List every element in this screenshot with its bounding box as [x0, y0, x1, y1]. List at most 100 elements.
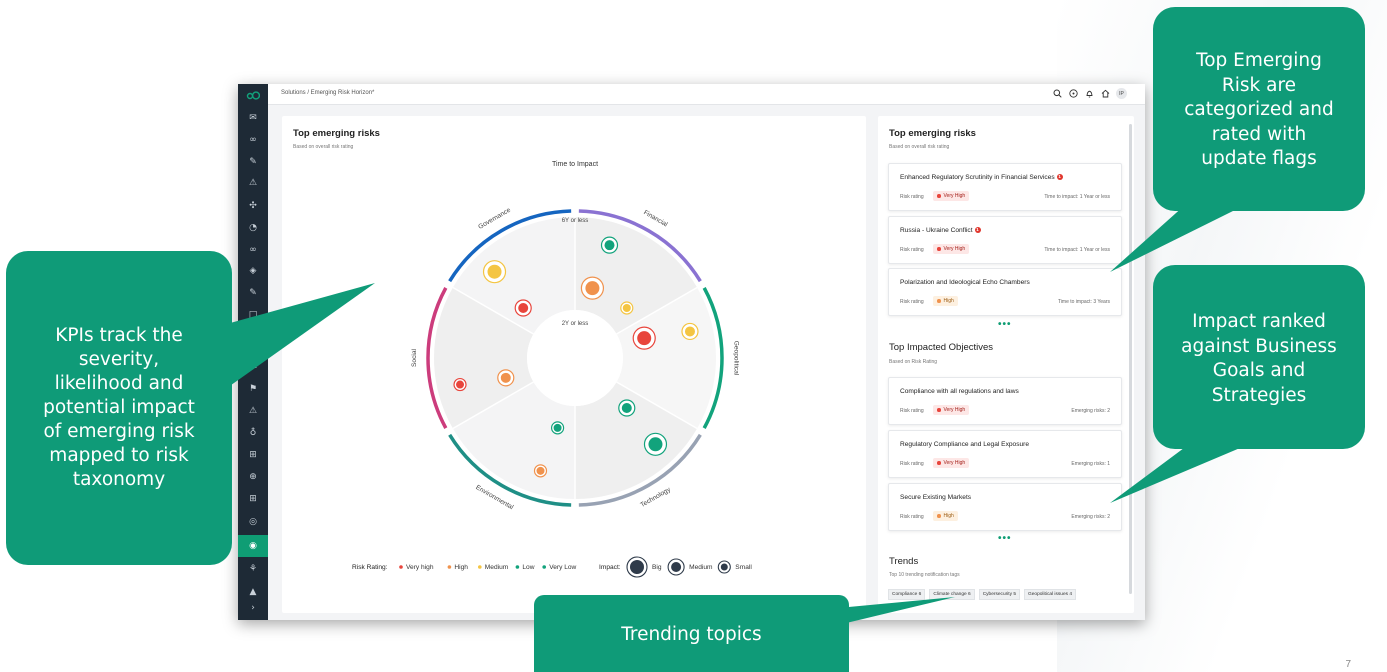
bell-icon[interactable]	[1084, 88, 1095, 99]
search-icon[interactable]	[1052, 88, 1063, 99]
legend-rating-label: Risk Rating:	[352, 564, 388, 571]
nav-item-grid-icon[interactable]: ⊞	[238, 488, 268, 510]
nav-item-doc-icon[interactable]: □	[238, 304, 268, 326]
risk-bubble[interactable]	[681, 322, 699, 341]
radar-segment-label-social: Social	[411, 348, 418, 366]
radar-sector-divider	[452, 381, 534, 430]
home-icon[interactable]	[1100, 88, 1111, 99]
legend-impact-medium: Medium	[689, 564, 713, 571]
risk-rating-value: Very High	[943, 407, 966, 413]
radar-arc-social	[426, 287, 448, 429]
doc-icon: □	[248, 310, 258, 320]
nav-item-triangle-icon[interactable]: ▲	[238, 581, 268, 603]
objective-card-title-text: Secure Existing Markets	[900, 494, 972, 501]
risk-bubble[interactable]	[533, 464, 548, 478]
top-risk-card[interactable]: Polarization and Ideological Echo Chambe…	[888, 268, 1122, 316]
legend-impact-big: Big	[652, 564, 662, 571]
radar-sector-divider	[616, 381, 698, 430]
callout-line: rated with	[1211, 123, 1307, 145]
users-icon: ⚘	[248, 564, 258, 574]
risk-bubble[interactable]	[482, 260, 507, 284]
risk-rating-label: Risk rating	[900, 299, 924, 305]
top-risk-card-title: Polarization and Ideological Echo Chambe…	[900, 279, 1030, 286]
top-risk-card[interactable]: Russia - Ukraine Conflict 1 Risk rating Ver…	[888, 216, 1122, 264]
risk-bubble[interactable]	[580, 276, 605, 300]
nav-item-flag-icon[interactable]: ⚑	[238, 378, 268, 400]
impact-callout: Impact ranked against Business Goals and St…	[1153, 265, 1365, 449]
triangle-icon: ▲	[249, 587, 257, 597]
risk-bubble[interactable]	[632, 326, 656, 350]
legend-rating-medium: Medium	[485, 564, 509, 571]
objective-card-title: Secure Existing Markets	[900, 494, 971, 501]
nav-item-people-icon[interactable]: ♁	[238, 422, 268, 444]
trend-tag[interactable]: Compliance 6	[888, 589, 926, 600]
radar-icon: ◉	[249, 541, 257, 551]
risk-bubble[interactable]	[514, 299, 532, 317]
radar-sector-divider	[616, 286, 698, 335]
trend-tag[interactable]: Cybersecurity 5	[978, 589, 1021, 600]
nav-item-target-icon[interactable]: ◎	[238, 511, 268, 533]
mail-icon: ✉	[249, 113, 257, 123]
nav-item-users-icon[interactable]: ⚘	[238, 558, 268, 580]
diamond-icon: ◈	[249, 266, 257, 276]
objective-card[interactable]: Regulatory Compliance and Legal Exposure…	[888, 430, 1122, 478]
top-risk-card[interactable]: Enhanced Regulatory Scrutinity in Financ…	[888, 163, 1122, 211]
objective-card-meta: Emerging risks: 1	[1071, 461, 1110, 467]
insights-scrollbar[interactable]	[1129, 124, 1132, 594]
app-logo[interactable]	[238, 84, 268, 106]
time-to-impact-label: Time to Impact	[552, 161, 598, 168]
nav-item-mail-icon[interactable]: ✉	[238, 107, 268, 129]
trend-tag[interactable]: Geopolitical issues 4	[1024, 589, 1077, 600]
rating-dot-icon	[937, 194, 941, 198]
nav-item-alert-icon[interactable]: ⚠	[238, 355, 268, 377]
risk-rating-badge: Very High	[933, 244, 970, 254]
objective-card-title-text: Compliance with all regulations and laws	[900, 388, 1019, 395]
risk-rating-value: Very High	[943, 193, 966, 199]
callout-line: potential impact	[43, 397, 195, 418]
callout-line: update flags	[1201, 148, 1317, 169]
more-objectives-button[interactable]: •••	[998, 533, 1012, 544]
risk-rating-badge: High	[933, 511, 958, 521]
risk-bubble[interactable]	[550, 421, 565, 435]
callout-line: Risk are	[1221, 74, 1297, 96]
trend-tag[interactable]: Climate change 6	[929, 589, 975, 600]
nav-item-tool-icon[interactable]: ✣	[238, 195, 268, 217]
insights-panel: Top emerging risks Based on overall risk…	[878, 116, 1134, 613]
radar-panel-subtitle: Based on overall risk rating	[293, 144, 354, 150]
legend-rating-very-low: Very Low	[549, 564, 576, 571]
page-number: 7	[1345, 659, 1351, 670]
nav-item-warning-icon[interactable]: ⚠	[238, 400, 268, 422]
nav-item-globe-icon[interactable]: ⊕	[238, 466, 268, 488]
risk-rating-label: Risk rating	[900, 194, 924, 200]
risk-bubble[interactable]	[618, 399, 636, 417]
risk-bubble[interactable]	[620, 301, 634, 315]
edit-icon: ✎	[249, 157, 257, 167]
objective-card[interactable]: Compliance with all regulations and laws…	[888, 377, 1122, 425]
help-icon[interactable]	[1068, 88, 1079, 99]
nav-item-diamond-icon[interactable]: ◈	[238, 260, 268, 282]
legend-dot	[447, 565, 452, 569]
objective-card-title-text: Regulatory Compliance and Legal Exposure	[900, 441, 1030, 448]
nav-item-warning-icon[interactable]: ⚠	[238, 172, 268, 194]
risk-bubble[interactable]	[600, 236, 619, 254]
nav-item-gauge-icon[interactable]: ◔	[238, 217, 268, 239]
risk-bubble[interactable]	[453, 377, 467, 392]
risk-bubble[interactable]	[497, 369, 515, 387]
top-risks-callout-text: Top Emerging Risk are categorized and rated…	[1153, 49, 1365, 172]
risk-bubble[interactable]	[643, 432, 668, 456]
tool-icon: ✣	[249, 201, 257, 211]
nav-item-edit-icon[interactable]: ✎	[238, 151, 268, 173]
avatar[interactable]: IP	[1116, 88, 1127, 99]
nav-item-link-icon[interactable]: ∞	[238, 239, 268, 261]
top-risk-card-title: Enhanced Regulatory Scrutinity in Financ…	[900, 174, 1063, 181]
objective-card[interactable]: Secure Existing Markets Risk rating High Em…	[888, 483, 1122, 531]
breadcrumb[interactable]: Solutions / Emerging Risk Horizon*	[281, 90, 375, 96]
legend-dot	[542, 565, 546, 569]
nav-item-chevron-right-icon[interactable]: ›	[238, 597, 268, 619]
risk-rating-value: High	[943, 298, 954, 304]
nav-item-grid-icon[interactable]: ⊞	[238, 444, 268, 466]
nav-item-loop-icon[interactable]: ∞	[238, 129, 268, 151]
nav-item-pencil-icon[interactable]: ✎	[238, 282, 268, 304]
more-risks-button[interactable]: •••	[998, 319, 1012, 330]
nav-item-radar-icon[interactable]: ◉	[238, 535, 268, 557]
